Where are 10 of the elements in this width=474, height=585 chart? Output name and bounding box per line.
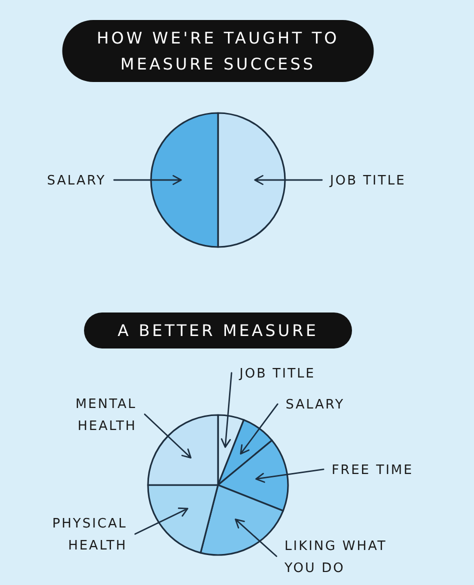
slice-label: JOB TITLE <box>329 174 406 189</box>
slice-label: SALARY <box>286 398 345 413</box>
slice-label: SALARY <box>47 174 106 189</box>
slice-label: JOB TITLE <box>238 366 316 382</box>
chart-title: HOW WE'RE TAUGHT TO MEASURE SUCCESS <box>96 28 340 74</box>
slice-label: MENTAL HEALTH <box>75 396 137 434</box>
slice-label: FREE TIME <box>332 462 414 478</box>
chart-title: A BETTER MEASURE <box>118 321 318 340</box>
slice-label: LIKING WHAT YOU DO <box>284 538 387 576</box>
slice-label: PHYSICAL HEALTH <box>52 516 128 554</box>
